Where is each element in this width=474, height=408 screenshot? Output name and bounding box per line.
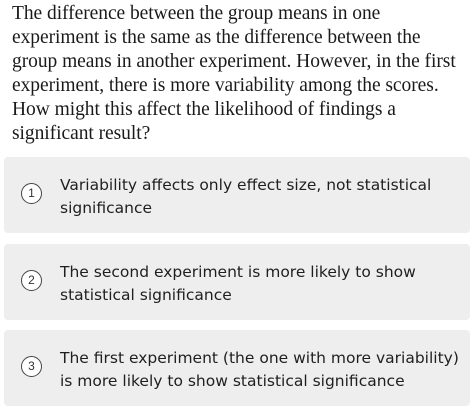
option-number-badge: 2	[21, 270, 42, 291]
answer-option-3[interactable]: 3 The first experiment (the one with mor…	[4, 330, 470, 406]
option-number-badge: 1	[21, 183, 42, 204]
answer-option-2[interactable]: 2 The second experiment is more likely t…	[4, 244, 470, 320]
question-text: The difference between the group means i…	[12, 3, 456, 144]
option-label: Variability affects only effect size, no…	[60, 176, 432, 217]
option-label: The second experiment is more likely to …	[60, 263, 416, 304]
answer-option-1[interactable]: 1 Variability affects only effect size, …	[4, 157, 470, 233]
option-label: The first experiment (the one with more …	[60, 349, 459, 390]
option-number-badge: 3	[21, 356, 42, 377]
